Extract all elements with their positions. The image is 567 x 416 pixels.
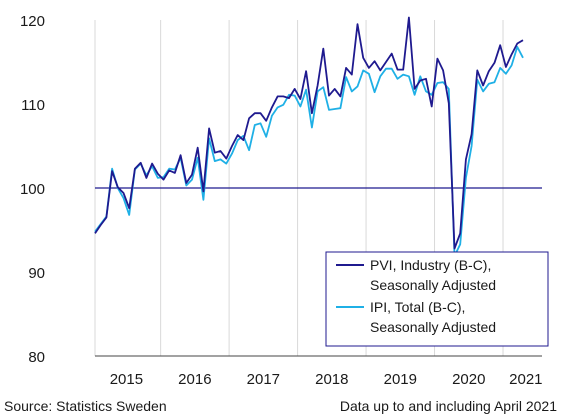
x-year-label: 2016 bbox=[178, 371, 211, 388]
x-year-label: 2018 bbox=[315, 371, 348, 388]
legend: PVI, Industry (B-C), Seasonally Adjusted I… bbox=[325, 251, 549, 347]
y-tick-label: 120 bbox=[20, 13, 45, 30]
series-line-pvi bbox=[94, 16, 524, 250]
data-range-note: Data up to and including April 2021 bbox=[339, 398, 557, 414]
series-line-ipi bbox=[94, 46, 524, 257]
legend-entry-pvi-line1: PVI, Industry (B-C), bbox=[370, 257, 491, 273]
source-note: Source: Statistics Sweden bbox=[4, 398, 167, 414]
x-year-label: 2015 bbox=[110, 371, 143, 388]
x-year-label: 2017 bbox=[247, 371, 280, 388]
series-layer bbox=[94, 16, 524, 257]
y-tick-label: 80 bbox=[28, 349, 45, 366]
y-tick-label: 110 bbox=[21, 97, 45, 114]
x-year-label: 2021 bbox=[509, 371, 542, 388]
legend-box bbox=[325, 251, 549, 347]
x-year-label: 2019 bbox=[384, 371, 417, 388]
legend-entry-pvi-line2: Seasonally Adjusted bbox=[370, 277, 496, 293]
x-year-label: 2020 bbox=[452, 371, 485, 388]
legend-entry-ipi-line2: Seasonally Adjusted bbox=[370, 319, 496, 335]
legend-entry-ipi-line1: IPI, Total (B-C), bbox=[370, 299, 465, 315]
y-tick-label: 90 bbox=[28, 265, 45, 282]
axis-layer: 80 90 100 110 120 2015 2016 2017 2018 2019 2020 202… bbox=[20, 13, 543, 388]
y-tick-label: 100 bbox=[20, 181, 45, 198]
